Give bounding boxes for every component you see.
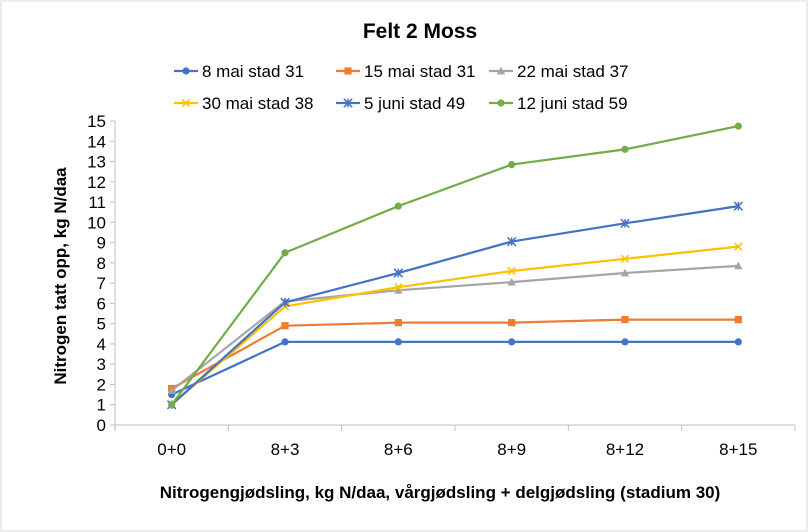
series-4: [166, 201, 744, 410]
data-point: [506, 236, 517, 247]
data-point: [734, 338, 742, 346]
series-5: [168, 122, 742, 409]
y-tick-label: 8: [97, 254, 106, 273]
data-point: [733, 201, 744, 211]
x-tick-label: 8+15: [719, 440, 757, 459]
legend-label: 5 juni stad 49: [364, 94, 465, 113]
series-2: [167, 261, 743, 394]
y-tick-label: 4: [97, 335, 106, 354]
legend-marker: [496, 66, 506, 75]
data-point: [621, 316, 629, 324]
data-point: [734, 261, 743, 270]
data-point: [393, 268, 404, 278]
y-tick-label: 0: [97, 416, 106, 435]
data-point: [280, 297, 290, 308]
legend-label: 15 mai stad 31: [364, 62, 476, 81]
data-point: [168, 401, 176, 409]
legend-label: 30 mai stad 38: [202, 94, 314, 113]
data-point: [508, 319, 516, 327]
legend-entry: 30 mai stad 38: [174, 94, 314, 113]
data-point: [394, 286, 403, 294]
data-point: [620, 218, 630, 229]
legend-entry: 22 mai stad 37: [489, 62, 629, 81]
x-tick-label: 8+6: [384, 440, 413, 459]
x-axis-label: Nitrogengjødsling, kg N/daa, vårgjødslin…: [160, 483, 721, 502]
x-tick-label: 8+3: [271, 440, 300, 459]
data-point: [394, 338, 402, 346]
y-tick-label: 13: [87, 153, 106, 172]
data-point: [394, 319, 402, 327]
series-line: [171, 340, 739, 396]
data-point: [621, 338, 629, 346]
legend-marker: [343, 98, 353, 108]
data-point: [281, 249, 289, 257]
y-tick-label: 14: [87, 132, 106, 151]
x-tick-label: 8+12: [606, 440, 644, 459]
legend-marker: [182, 67, 190, 75]
data-point: [394, 202, 402, 210]
data-point: [621, 145, 629, 153]
legend-label: 12 juni stad 59: [517, 94, 628, 113]
y-tick-label: 5: [97, 315, 106, 334]
data-point: [508, 160, 516, 169]
data-point: [734, 122, 742, 130]
data-point: [620, 268, 630, 277]
series-line: [170, 205, 739, 406]
data-point: [620, 254, 630, 263]
legend-entry: 15 mai stad 31: [336, 62, 476, 81]
legend: 8 mai stad 31 15 mai stad 31 22 mai stad 3…: [174, 62, 629, 113]
chart-title: Felt 2 Moss: [363, 20, 477, 43]
legend-label: 8 mai stad 31: [202, 62, 304, 81]
y-tick-label: 1: [97, 396, 106, 415]
series-line: [171, 318, 739, 390]
data-point: [507, 277, 516, 286]
y-tick-label: 11: [88, 193, 106, 212]
y-tick-label: 6: [97, 294, 106, 313]
y-tick-label: 12: [87, 173, 106, 192]
data-point: [734, 316, 742, 324]
y-tick-label: 7: [97, 274, 106, 293]
legend-marker: [181, 98, 191, 108]
y-tick-label: 2: [97, 375, 106, 394]
data-point: [734, 242, 743, 251]
legend-entry: 12 juni stad 59: [489, 94, 628, 113]
legend-marker: [344, 67, 352, 75]
series-line: [170, 264, 739, 392]
series-layer: [166, 122, 744, 410]
y-tick-label: 3: [97, 355, 106, 374]
data-point: [281, 322, 289, 330]
data-point: [281, 338, 289, 346]
data-point: [508, 338, 516, 346]
y-tick-label: 10: [87, 213, 106, 232]
x-tick-label: 0+0: [157, 440, 186, 459]
legend-marker: [497, 99, 505, 107]
series-line: [170, 245, 739, 406]
y-axis-label: Nitrogen tatt opp, kg N/daa: [51, 167, 70, 385]
y-tick-label: 9: [97, 234, 106, 253]
legend-entry: 8 mai stad 31: [174, 62, 304, 81]
series-0: [168, 338, 742, 399]
y-tick-label: 15: [87, 112, 106, 131]
legend-label: 22 mai stad 37: [517, 62, 629, 81]
data-point: [167, 386, 176, 394]
data-point: [394, 283, 403, 292]
series-line: [170, 124, 739, 406]
legend-entry: 5 juni stad 49: [336, 94, 465, 113]
x-tick-label: 8+9: [497, 440, 526, 459]
data-point: [507, 266, 516, 276]
